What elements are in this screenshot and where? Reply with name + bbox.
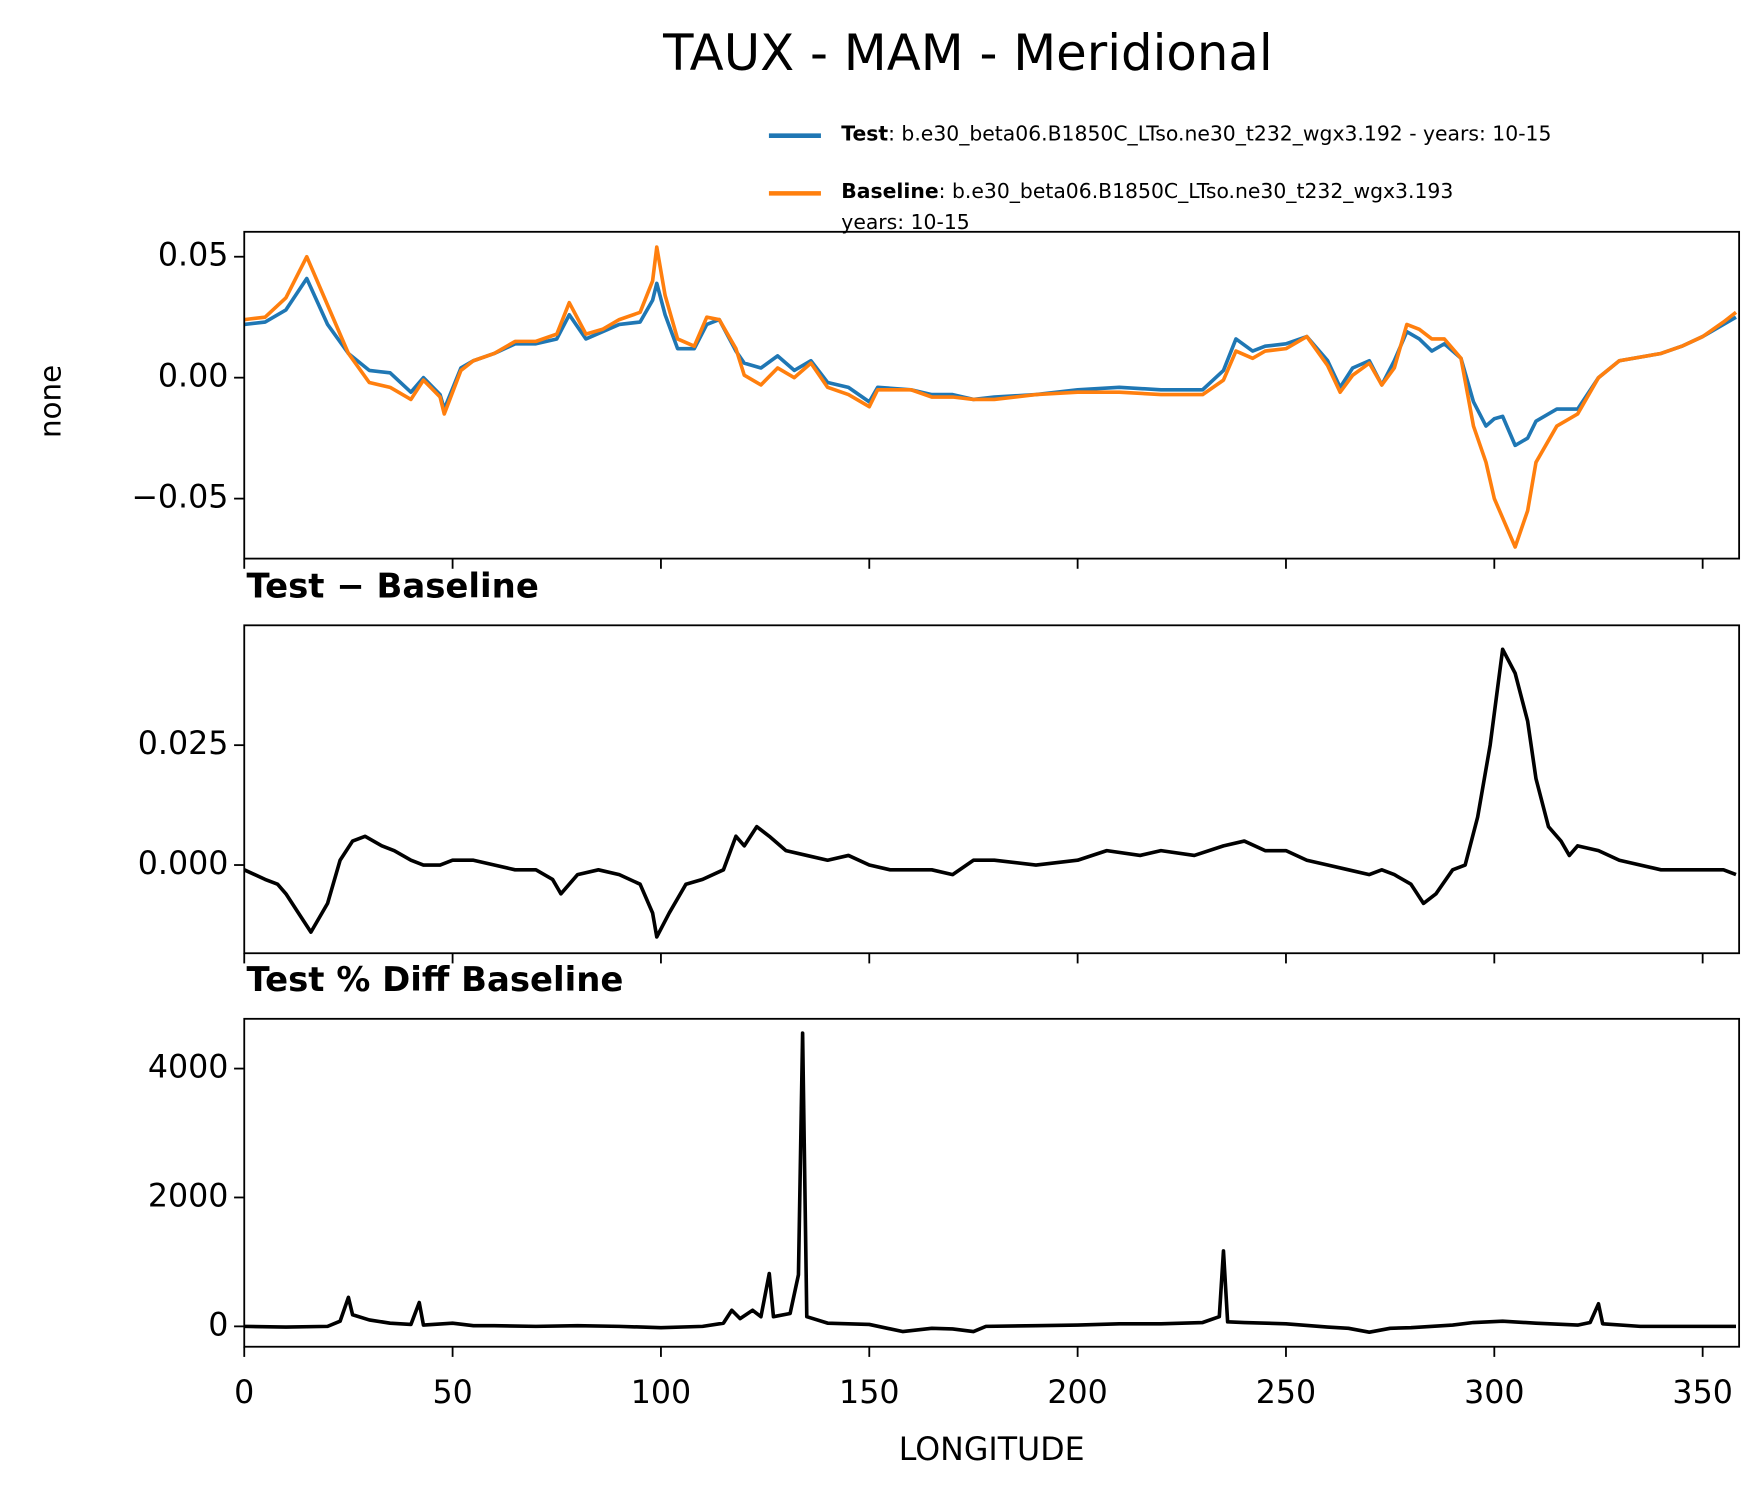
- panel-title: Test − Baseline: [247, 566, 539, 605]
- y-axis-label: none: [34, 365, 68, 438]
- panel-title: Test % Diff Baseline: [247, 960, 624, 999]
- legend-label: Test: b.e30_beta06.B1850C_LTso.ne30_t232…: [841, 122, 1551, 147]
- axes-frame: [243, 1017, 1741, 1348]
- y-tick-label: 0.05: [158, 238, 229, 274]
- y-tick-label: −0.05: [131, 480, 228, 516]
- x-tick-label: 150: [839, 1375, 899, 1411]
- figure-title: TAUX - MAM - Meridional: [662, 24, 1273, 82]
- legend-name: Baseline: [841, 179, 938, 203]
- x-axis-label: LONGITUDE: [899, 1432, 1085, 1468]
- y-tick-label: 0.025: [138, 726, 229, 762]
- y-tick-label: 2000: [148, 1178, 229, 1214]
- y-tick-label: 0.000: [138, 846, 229, 882]
- x-tick-label: 350: [1672, 1375, 1732, 1411]
- axes-frame: [243, 230, 1741, 560]
- x-tick-label: 0: [234, 1375, 254, 1411]
- x-tick-label: 200: [1047, 1375, 1107, 1411]
- y-tick-label: 0: [208, 1307, 228, 1343]
- x-tick-label: 250: [1256, 1375, 1316, 1411]
- x-tick-label: 100: [631, 1375, 691, 1411]
- line-series: [244, 245, 1738, 549]
- line-series: [244, 647, 1737, 939]
- line-series: [244, 1031, 1736, 1334]
- legend-label: Baseline: b.e30_beta06.B1850C_LTso.ne30_…: [841, 179, 1453, 234]
- legend-text: : b.e30_beta06.B1850C_LTso.ne30_t232_wgx…: [888, 122, 1551, 147]
- y-tick-label: 0.00: [158, 359, 229, 395]
- axes-frame: [243, 624, 1741, 955]
- y-tick-label: 4000: [148, 1050, 229, 1086]
- plot-area: [244, 245, 1738, 549]
- legend-text: : b.e30_beta06.B1850C_LTso.ne30_t232_wgx…: [939, 179, 1454, 204]
- legend-name: Test: [841, 122, 888, 146]
- x-tick-label: 50: [432, 1375, 472, 1411]
- x-tick-label: 300: [1464, 1375, 1524, 1411]
- plot-area: [244, 647, 1737, 939]
- plot-area: [244, 1031, 1736, 1334]
- legend-text: years: 10-15: [841, 210, 969, 234]
